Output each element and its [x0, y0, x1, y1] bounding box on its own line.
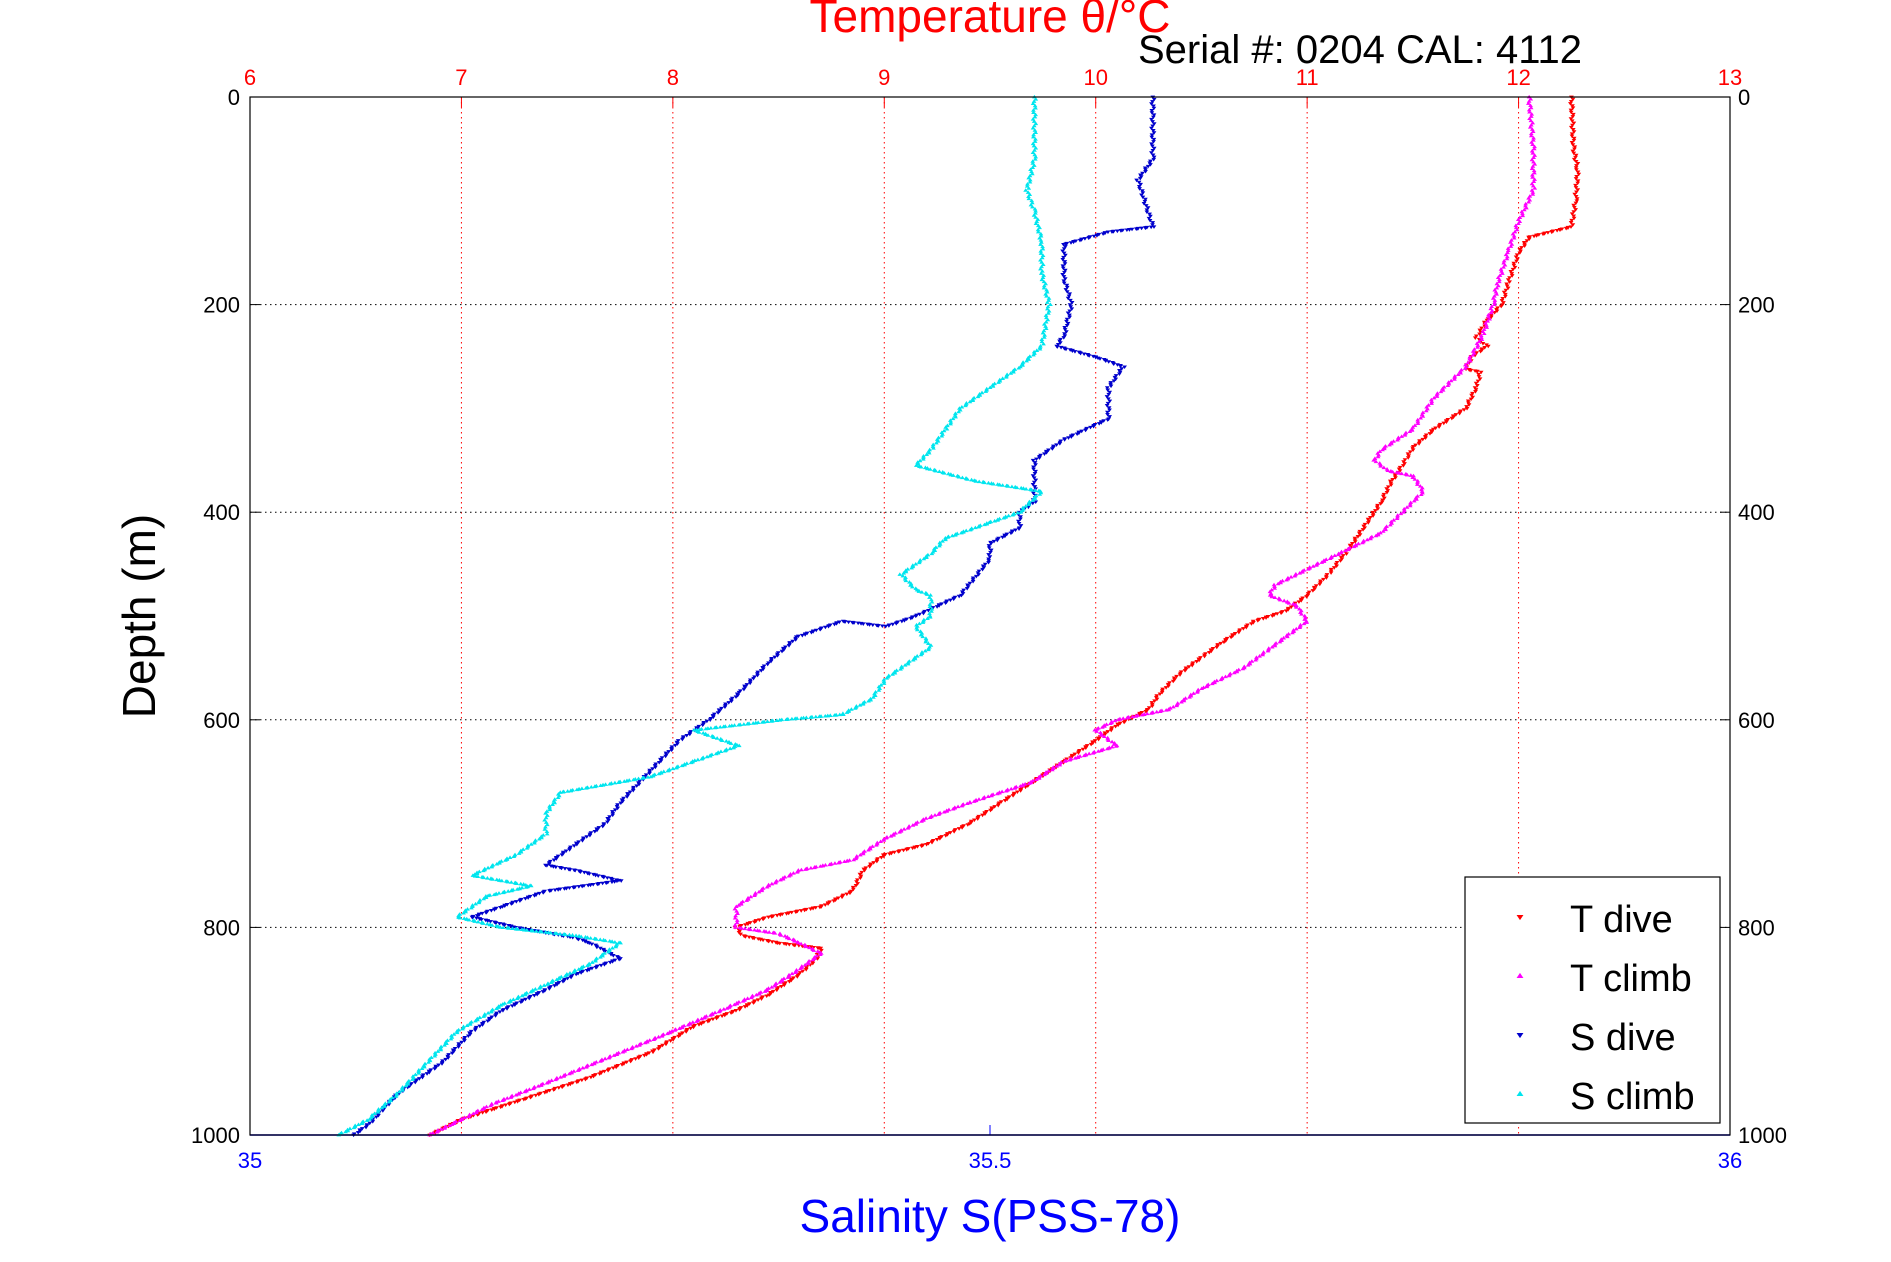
depth-tick-label-right: 600 [1738, 708, 1775, 733]
temperature-tick-label: 6 [244, 65, 256, 90]
depth-tick-label-left: 800 [203, 915, 240, 940]
depth-tick-label-left: 600 [203, 708, 240, 733]
legend-marker [1516, 1033, 1524, 1039]
chart-title: Temperature θ/°C [810, 0, 1171, 42]
depth-tick-label-right: 800 [1738, 915, 1775, 940]
legend-box [1464, 876, 1721, 1124]
temperature-tick-label: 9 [878, 65, 890, 90]
depth-tick-label-right: 0 [1738, 85, 1750, 110]
y-axis-label: Depth (m) [113, 514, 165, 718]
temperature-tick-label: 12 [1506, 65, 1530, 90]
depth-axis: 0 0 200 200 400 400 600 600 800 800 1000 1000 [191, 85, 1787, 1148]
legend-entry: S dive [1570, 1017, 1676, 1059]
temperature-tick-label: 10 [1083, 65, 1107, 90]
temperature-tick-label: 7 [455, 65, 467, 90]
plot-frame [249, 96, 1731, 1136]
salinity-tick-label: 36 [1718, 1148, 1742, 1173]
legend-marker [1516, 972, 1524, 978]
legend-marker [1516, 1090, 1524, 1096]
temperature-tick-label: 13 [1718, 65, 1742, 90]
serial-annotation: Serial #: 0204 CAL: 4112 [1138, 28, 1582, 72]
temperature-axis: 6 7 8 9 10 11 12 13 [244, 65, 1742, 107]
salinity-tick-label: 35.5 [969, 1148, 1012, 1173]
legend: T dive T climb S dive S climb [1464, 876, 1721, 1124]
temperature-tick-label: 8 [667, 65, 679, 90]
depth-tick-label-left: 1000 [191, 1123, 240, 1148]
depth-tick-label-left: 400 [203, 500, 240, 525]
grid [250, 97, 1730, 1135]
depth-tick-label-left: 200 [203, 293, 240, 318]
x-axis-label: Salinity S(PSS-78) [800, 1190, 1181, 1242]
legend-marker [1516, 915, 1524, 921]
legend-entry: T climb [1570, 958, 1692, 1000]
temperature-tick-label: 11 [1296, 65, 1319, 90]
legend-entry: S climb [1570, 1076, 1695, 1118]
depth-tick-label-right: 400 [1738, 500, 1775, 525]
depth-tick-label-right: 1000 [1738, 1123, 1787, 1148]
legend-entry: T dive [1570, 899, 1673, 941]
depth-tick-label-right: 200 [1738, 293, 1775, 318]
depth-tick-label-left: 0 [228, 85, 240, 110]
salinity-tick-label: 35 [238, 1148, 262, 1173]
